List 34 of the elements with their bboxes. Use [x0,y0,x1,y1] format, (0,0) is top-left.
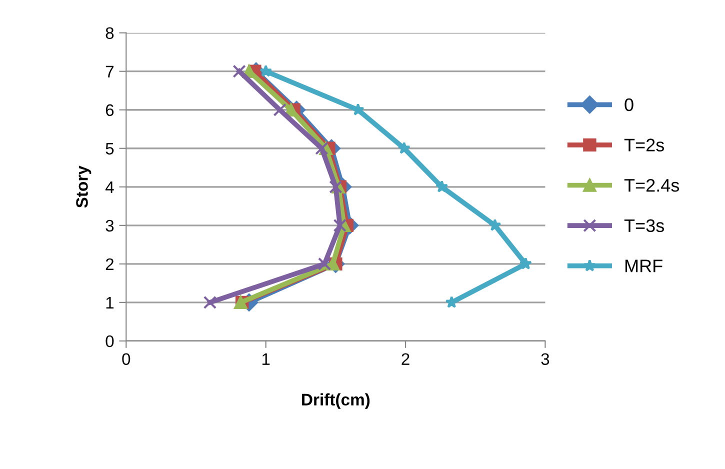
y-axis-title: Story [76,166,92,208]
point [326,257,340,271]
legend-label: MRF [625,260,662,272]
y-tick-label: 2 [106,258,114,270]
point [488,218,502,231]
legend-label: 0 [624,98,634,112]
y-tick-label: 5 [106,142,114,155]
point [260,64,272,77]
point [329,180,342,194]
y-tick-label: 6 [106,104,114,116]
point [318,257,332,271]
legend-label: T=2s [624,138,664,152]
y-tick-label: 7 [106,66,114,78]
point [436,180,448,192]
point [333,218,346,232]
point [519,257,532,270]
point [232,64,246,78]
x-tick-label: 0 [122,353,130,366]
legend-label: T=3s [624,219,664,232]
legend-label: T=2.4s [624,178,680,192]
x-tick-label: 3 [541,353,550,366]
point [315,142,328,155]
y-tick-label: 8 [106,27,114,40]
point [398,142,410,154]
point [203,296,217,310]
y-tick-label: 4 [105,181,114,193]
y-tick-label: 1 [106,297,114,308]
point [273,103,286,116]
point [284,103,298,116]
y-tick-label: 3 [106,220,114,232]
x-axis-title: Drift(cm) [302,393,370,409]
x-tick-label: 1 [262,353,270,365]
y-tick-label: 0 [106,335,114,348]
x-tick-label: 2 [402,353,410,365]
